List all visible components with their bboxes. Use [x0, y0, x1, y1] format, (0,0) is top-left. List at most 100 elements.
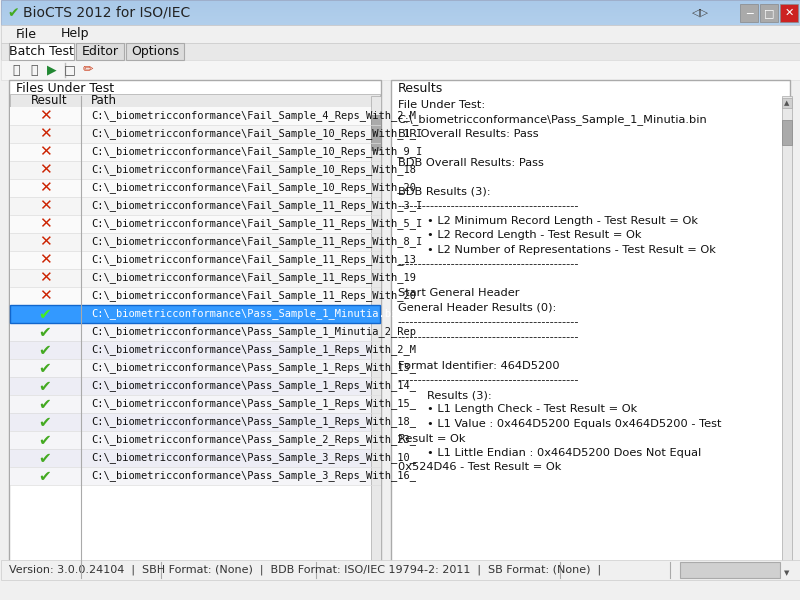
- Text: BDB Results (3):: BDB Results (3):: [398, 187, 490, 197]
- Bar: [10, 359, 379, 377]
- Text: BIR Overall Results: Pass: BIR Overall Results: Pass: [398, 129, 538, 139]
- Bar: [10, 233, 379, 251]
- Bar: [1, 4, 800, 5]
- Bar: [10, 413, 379, 431]
- FancyBboxPatch shape: [390, 80, 790, 578]
- Bar: [10, 215, 379, 233]
- Bar: [1, 13, 800, 14]
- Bar: [1, 43, 800, 60]
- Text: ✔: ✔: [38, 361, 51, 376]
- FancyBboxPatch shape: [780, 4, 798, 22]
- Bar: [1, 1, 800, 2]
- Text: BDB Overall Results: Pass: BDB Overall Results: Pass: [398, 158, 543, 168]
- Text: C:\_biometricconformance\Pass_Sample_1_Reps_With_18_: C:\_biometricconformance\Pass_Sample_1_R…: [91, 416, 416, 427]
- Bar: [1, 21, 800, 22]
- Bar: [1, 22, 800, 23]
- Text: ✕: ✕: [784, 8, 794, 18]
- Text: ✕: ✕: [38, 217, 51, 232]
- Bar: [1, 5, 800, 6]
- Text: BioCTS 2012 for ISO/IEC: BioCTS 2012 for ISO/IEC: [23, 6, 190, 20]
- Bar: [10, 94, 379, 108]
- Text: ✔: ✔: [7, 6, 19, 20]
- Bar: [10, 197, 379, 215]
- Text: C:\_biometricconformance\Pass_Sample_1_Minutia.bin: C:\_biometricconformance\Pass_Sample_1_M…: [398, 114, 707, 125]
- Bar: [10, 341, 379, 359]
- Text: C:\_biometricconformance\Fail_Sample_4_Reps_With_2_M: C:\_biometricconformance\Fail_Sample_4_R…: [91, 110, 416, 121]
- Text: Editor: Editor: [82, 45, 118, 58]
- Text: Result: Result: [31, 94, 68, 107]
- Text: C:\_biometricconformance\Pass_Sample_1_Reps_With_15_: C:\_biometricconformance\Pass_Sample_1_R…: [91, 398, 416, 409]
- Bar: [10, 179, 379, 197]
- FancyBboxPatch shape: [680, 562, 780, 578]
- FancyBboxPatch shape: [76, 43, 124, 60]
- Bar: [1, 20, 800, 21]
- Bar: [1, 8, 800, 9]
- Bar: [1, 19, 800, 20]
- Text: Results (3):: Results (3):: [398, 390, 491, 400]
- Text: • L1 Length Check - Test Result = Ok: • L1 Length Check - Test Result = Ok: [398, 404, 637, 415]
- Text: File Under Test:: File Under Test:: [398, 100, 485, 110]
- Bar: [1, 0, 800, 1]
- Bar: [1, 17, 800, 18]
- Text: C:\_biometricconformance\Fail_Sample_11_Reps_With_3_I: C:\_biometricconformance\Fail_Sample_11_…: [91, 200, 422, 211]
- Bar: [370, 115, 381, 150]
- Bar: [1, 7, 800, 8]
- Bar: [782, 96, 792, 578]
- Text: C:\_biometricconformance\Pass_Sample_1_Minutia.bin: C:\_biometricconformance\Pass_Sample_1_M…: [91, 308, 403, 319]
- Text: ─: ─: [746, 8, 753, 18]
- Text: ◁▷: ◁▷: [692, 8, 709, 18]
- Bar: [1, 25, 800, 43]
- Text: ✔: ✔: [38, 451, 51, 466]
- Text: C:\_biometricconformance\Fail_Sample_11_Reps_With_20: C:\_biometricconformance\Fail_Sample_11_…: [91, 290, 416, 301]
- Text: Options: Options: [130, 45, 179, 58]
- Bar: [10, 161, 379, 179]
- FancyBboxPatch shape: [126, 43, 184, 60]
- Bar: [10, 107, 379, 125]
- Text: Start General Header: Start General Header: [398, 289, 519, 298]
- Text: --------------------------------------------: ----------------------------------------…: [398, 202, 579, 211]
- Bar: [1, 11, 800, 12]
- Text: ✔: ✔: [38, 325, 51, 340]
- Bar: [1, 10, 800, 11]
- Text: ▼: ▼: [784, 570, 790, 576]
- Text: 0x524D46 - Test Result = Ok: 0x524D46 - Test Result = Ok: [398, 463, 561, 473]
- Text: ✕: ✕: [38, 163, 51, 178]
- Text: 📁: 📁: [12, 64, 20, 76]
- Text: --------------------------------------------: ----------------------------------------…: [398, 259, 579, 269]
- Bar: [1, 560, 800, 580]
- Text: • L2 Minimum Record Length - Test Result = Ok: • L2 Minimum Record Length - Test Result…: [398, 216, 698, 226]
- Bar: [10, 467, 379, 485]
- Text: C:\_biometricconformance\Fail_Sample_10_Reps_With_1_I: C:\_biometricconformance\Fail_Sample_10_…: [91, 128, 422, 139]
- Bar: [782, 120, 792, 145]
- Text: C:\_biometricconformance\Fail_Sample_11_Reps_With_5_I: C:\_biometricconformance\Fail_Sample_11_…: [91, 218, 422, 229]
- Text: C:\_biometricconformance\Fail_Sample_10_Reps_With_18: C:\_biometricconformance\Fail_Sample_10_…: [91, 164, 416, 175]
- Bar: [10, 395, 379, 413]
- Text: 🗋: 🗋: [30, 64, 38, 76]
- FancyBboxPatch shape: [760, 4, 778, 22]
- Text: ✔: ✔: [38, 397, 51, 412]
- Text: --------------------------------------------: ----------------------------------------…: [398, 332, 579, 342]
- Text: C:\_biometricconformance\Fail_Sample_10_Reps_With_20: C:\_biometricconformance\Fail_Sample_10_…: [91, 182, 416, 193]
- Text: C:\_biometricconformance\Pass_Sample_1_Reps_With_2_M: C:\_biometricconformance\Pass_Sample_1_R…: [91, 344, 416, 355]
- Text: Help: Help: [61, 28, 90, 40]
- Bar: [1, 18, 800, 19]
- Text: C:\_biometricconformance\Pass_Sample_3_Reps_With_16_: C:\_biometricconformance\Pass_Sample_3_R…: [91, 470, 416, 481]
- Text: □: □: [764, 8, 774, 18]
- Text: --------------------------------------------: ----------------------------------------…: [398, 376, 579, 385]
- Bar: [1, 9, 800, 10]
- Bar: [10, 305, 379, 323]
- Text: ✔: ✔: [38, 433, 51, 448]
- Text: ✕: ✕: [38, 145, 51, 160]
- Text: Batch Test: Batch Test: [9, 45, 74, 58]
- Text: Format Identifier: 464D5200: Format Identifier: 464D5200: [398, 361, 559, 371]
- Text: C:\_biometricconformance\Fail_Sample_11_Reps_With_8_I: C:\_biometricconformance\Fail_Sample_11_…: [91, 236, 422, 247]
- Text: C:\_biometricconformance\Fail_Sample_11_Reps_With_19: C:\_biometricconformance\Fail_Sample_11_…: [91, 272, 416, 283]
- Text: C:\_biometricconformance\Fail_Sample_10_Reps_With_9_I: C:\_biometricconformance\Fail_Sample_10_…: [91, 146, 422, 157]
- Text: C:\_biometricconformance\Pass_Sample_1_Reps_With_13_: C:\_biometricconformance\Pass_Sample_1_R…: [91, 362, 416, 373]
- Text: ✕: ✕: [38, 289, 51, 304]
- Bar: [1, 2, 800, 3]
- FancyBboxPatch shape: [9, 43, 74, 60]
- Bar: [10, 125, 379, 143]
- Text: Result = Ok: Result = Ok: [398, 433, 465, 443]
- Text: ✔: ✔: [38, 343, 51, 358]
